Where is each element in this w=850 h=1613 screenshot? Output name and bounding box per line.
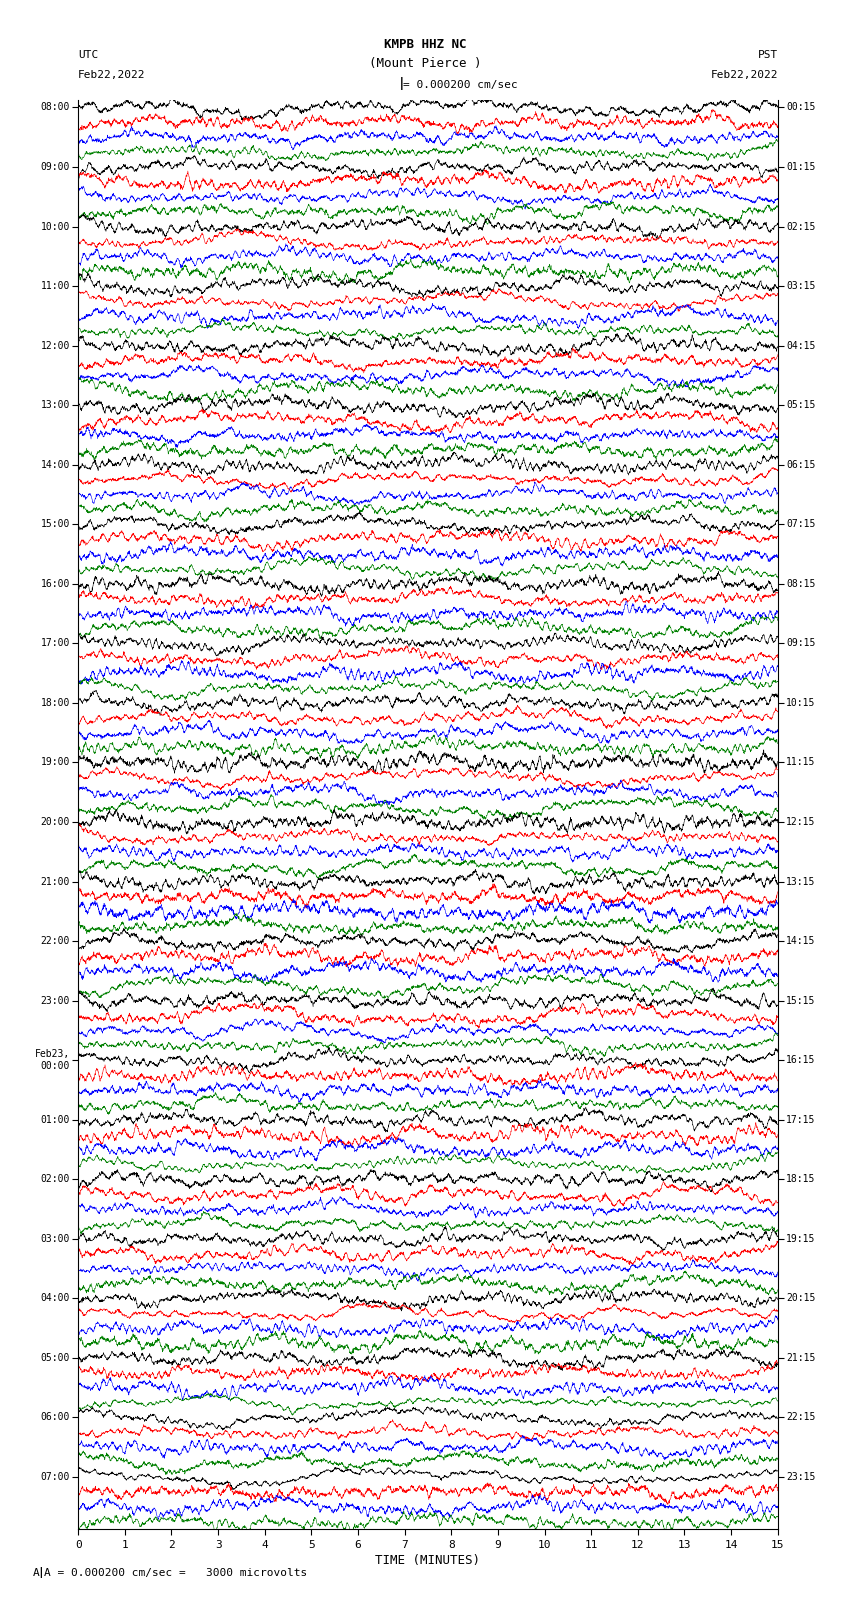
Text: |: | — [398, 76, 405, 90]
Text: (Mount Pierce ): (Mount Pierce ) — [369, 56, 481, 71]
X-axis label: TIME (MINUTES): TIME (MINUTES) — [376, 1553, 480, 1566]
Text: A = 0.000200 cm/sec =   3000 microvolts: A = 0.000200 cm/sec = 3000 microvolts — [44, 1568, 308, 1578]
Text: PST: PST — [757, 50, 778, 60]
Text: UTC: UTC — [78, 50, 99, 60]
Text: Feb22,2022: Feb22,2022 — [78, 69, 145, 79]
Text: KMPB HHZ NC: KMPB HHZ NC — [383, 37, 467, 50]
Text: |: | — [37, 1566, 44, 1578]
Text: Feb22,2022: Feb22,2022 — [711, 69, 778, 79]
Text: = 0.000200 cm/sec: = 0.000200 cm/sec — [403, 79, 518, 90]
Text: A: A — [32, 1568, 39, 1578]
